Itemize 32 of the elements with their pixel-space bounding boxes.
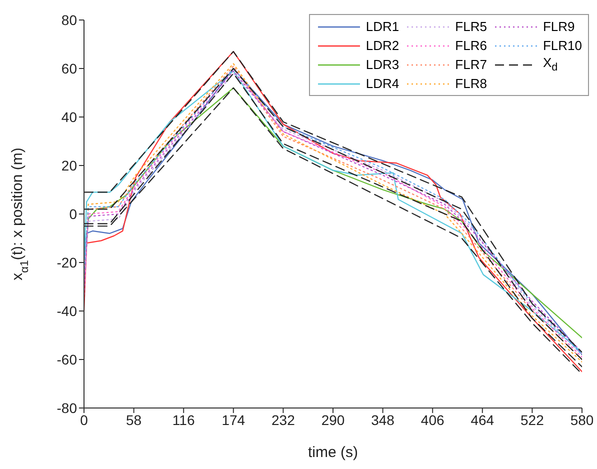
legend-label: FLR7 [455, 57, 487, 72]
legend-label: FLR5 [455, 19, 487, 34]
y-tick-label: -20 [56, 254, 78, 270]
legend-label: LDR4 [366, 76, 400, 91]
legend-label: LDR2 [366, 38, 400, 53]
x-tick-label: 0 [80, 412, 88, 428]
x-axis-title: time (s) [308, 444, 358, 461]
x-tick-label: 232 [272, 412, 296, 428]
x-tick-label: 174 [222, 412, 246, 428]
legend-label: FLR9 [542, 19, 575, 34]
legend-label: LDR3 [366, 57, 400, 72]
y-tick-label: -60 [56, 351, 78, 368]
x-tick-label: 464 [470, 412, 494, 428]
x-tick-label: 406 [420, 412, 444, 428]
legend-label: FLR8 [455, 76, 487, 91]
x-tick-label: 58 [126, 412, 142, 428]
x-tick-label: 522 [520, 412, 544, 428]
y-tick-label: 80 [61, 12, 78, 28]
x-tick-label: 116 [172, 412, 195, 428]
y-tick-label: 20 [61, 157, 78, 174]
y-tick-label: 0 [69, 206, 78, 222]
legend-label: LDR1 [366, 19, 400, 34]
legend-label: FLR10 [542, 38, 582, 53]
x-tick-label: 348 [371, 412, 395, 428]
y-tick-label: 60 [61, 60, 78, 76]
legend-label: FLR6 [455, 38, 487, 53]
y-tick-label: 40 [61, 108, 78, 125]
legend-label: X$_{d}$ [542, 55, 558, 74]
y-tick-label: -40 [56, 302, 78, 319]
y-tick-label: -80 [56, 400, 78, 416]
x-tick-label: 290 [321, 412, 345, 428]
x-tick-label: 580 [570, 412, 594, 428]
